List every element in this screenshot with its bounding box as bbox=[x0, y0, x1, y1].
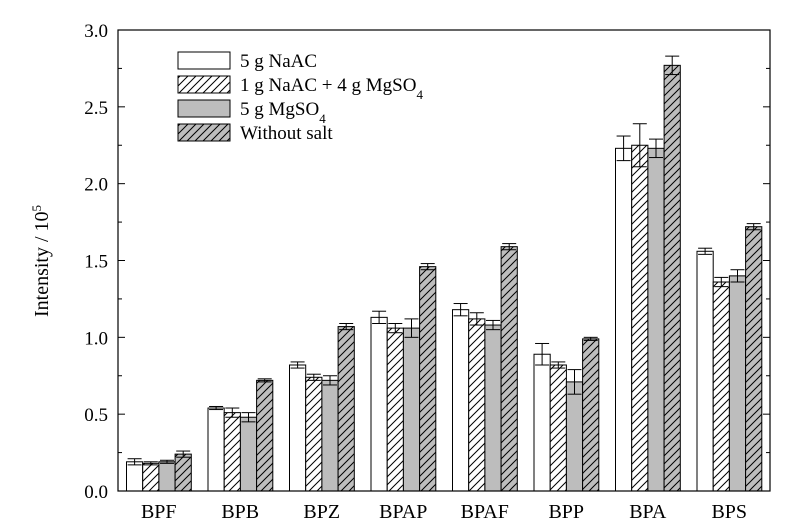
bar-bpap-series-1 bbox=[370, 316, 388, 492]
bar-hatch-bpf-series-2 bbox=[142, 463, 159, 491]
legend-swatch bbox=[177, 51, 231, 70]
x-category-label-bpp: BPP bbox=[548, 501, 584, 523]
error-bar-bpap-series-3 bbox=[404, 318, 419, 338]
legend-label: 1 g NaAC + 4 g MgSO4 bbox=[240, 75, 423, 102]
x-category-label-bpf: BPF bbox=[141, 501, 177, 523]
bar-bpf-series-3 bbox=[158, 461, 176, 492]
axes-layer: 0.0 0.5 1.0 1.5 2.0 2.5 3.0 BPF BPB BPZ BPAP BPAF BP… bbox=[84, 21, 771, 523]
y-axis-title: Intensity / 105 bbox=[29, 205, 54, 317]
y-tick-label: 2.0 bbox=[84, 175, 108, 196]
error-bar-bpaf-series-2 bbox=[469, 312, 484, 326]
bar-hatch-bpap-series-2 bbox=[387, 328, 404, 491]
bar-bpb-series-1 bbox=[207, 407, 225, 492]
error-bar-bpap-series-4 bbox=[420, 263, 435, 271]
error-bar-bpa-series-2 bbox=[632, 123, 647, 168]
y-tick-label: 1.0 bbox=[84, 328, 108, 349]
error-bar-bpz-series-1 bbox=[290, 361, 305, 369]
bar-bpaf-series-3 bbox=[484, 324, 502, 492]
y-tick-label: 1.5 bbox=[84, 252, 108, 273]
bar-bpp-series-1 bbox=[533, 353, 551, 492]
bars-layer bbox=[126, 55, 763, 492]
error-bar-bpp-series-2 bbox=[551, 361, 566, 369]
x-category-label-bpap: BPAP bbox=[379, 501, 427, 523]
x-category-label-bps: BPS bbox=[711, 501, 747, 523]
y-axis-title-superscript: 5 bbox=[29, 205, 44, 212]
bar-bps-series-1 bbox=[696, 250, 714, 492]
error-bar-bpf-series-4 bbox=[176, 450, 191, 458]
bar-hatch-bpaf-series-2 bbox=[468, 318, 485, 491]
bar-bpz-series-1 bbox=[289, 364, 307, 492]
error-bar-bpz-series-3 bbox=[323, 375, 337, 386]
bar-hatch-bpaf-series-4 bbox=[501, 246, 518, 491]
error-bar-bpz-series-2 bbox=[306, 373, 321, 381]
legend-item-1: 5 g NaAC bbox=[177, 51, 317, 72]
bar-bpaf-series-1 bbox=[452, 309, 470, 492]
error-bar-bpap-series-1 bbox=[372, 310, 387, 325]
x-category-label-bpaf: BPAF bbox=[461, 501, 509, 523]
error-bar-bpf-series-3 bbox=[160, 459, 174, 464]
error-bar-bps-series-4 bbox=[746, 223, 761, 231]
error-bar-bps-series-1 bbox=[698, 247, 713, 255]
bar-hatch-bpb-series-4 bbox=[256, 380, 273, 491]
bar-hatch-bpz-series-4 bbox=[338, 326, 355, 491]
legend-item-4: Without salt bbox=[177, 123, 333, 144]
y-axis-title-text: Intensity / 10 bbox=[31, 211, 53, 317]
y-tick-label: 2.5 bbox=[84, 98, 108, 119]
bar-bpb-series-3 bbox=[239, 416, 258, 492]
error-bar-bpa-series-1 bbox=[616, 135, 631, 162]
error-bar-bpaf-series-1 bbox=[453, 303, 468, 317]
error-bar-bpp-series-1 bbox=[535, 342, 550, 366]
error-bar-bps-series-3 bbox=[730, 269, 745, 283]
legend-label: Without salt bbox=[240, 123, 333, 144]
bar-hatch-bpap-series-4 bbox=[419, 266, 436, 491]
error-bar-bpp-series-4 bbox=[583, 336, 598, 341]
x-category-label-bpb: BPB bbox=[221, 501, 259, 523]
bar-hatch-bpp-series-2 bbox=[550, 364, 567, 491]
error-bar-bpf-series-1 bbox=[127, 458, 142, 466]
error-bar-bpz-series-4 bbox=[339, 323, 354, 331]
bar-bpp-series-3 bbox=[565, 381, 584, 492]
legend-swatch bbox=[177, 99, 231, 118]
bar-hatch-bpz-series-2 bbox=[305, 377, 322, 491]
error-bar-bpa-series-4 bbox=[665, 55, 680, 76]
error-bar-bpf-series-2 bbox=[143, 461, 158, 466]
bar-hatch-bpf-series-4 bbox=[175, 454, 192, 491]
error-bar-bpaf-series-4 bbox=[502, 243, 517, 251]
y-tick-label: 0.5 bbox=[84, 405, 108, 426]
bar-bpz-series-3 bbox=[321, 379, 339, 492]
bar-bps-series-3 bbox=[728, 275, 747, 492]
y-tick-label: 3.0 bbox=[84, 21, 108, 42]
legend-label: 5 g MgSO4 bbox=[240, 99, 326, 126]
bar-bpa-series-3 bbox=[647, 147, 665, 492]
bar-bpf-series-1 bbox=[126, 461, 144, 492]
bar-hatch-bpa-series-4 bbox=[664, 65, 681, 492]
error-bar-bpap-series-2 bbox=[388, 323, 403, 334]
error-bar-bpa-series-3 bbox=[649, 138, 663, 159]
bar-bpap-series-3 bbox=[402, 327, 421, 492]
legend-label: 5 g NaAC bbox=[240, 51, 317, 72]
error-bar-bpaf-series-3 bbox=[486, 319, 500, 331]
legend-swatch-hatch bbox=[178, 124, 230, 141]
bar-bpa-series-1 bbox=[615, 147, 633, 492]
bar-hatch-bps-series-2 bbox=[713, 282, 730, 491]
error-bar-bpb-series-2 bbox=[225, 407, 240, 418]
bar-hatch-bpp-series-4 bbox=[582, 338, 599, 491]
bar-hatch-bps-series-4 bbox=[745, 226, 762, 491]
bar-hatch-bpa-series-2 bbox=[631, 145, 648, 491]
error-bar-bps-series-2 bbox=[714, 276, 729, 288]
error-bar-bpb-series-1 bbox=[209, 405, 224, 411]
x-category-label-bpz: BPZ bbox=[303, 501, 340, 523]
error-bar-bpp-series-3 bbox=[567, 369, 582, 395]
legend-swatch-hatch bbox=[178, 76, 230, 93]
legend-item-3: 5 g MgSO4 bbox=[177, 99, 326, 126]
bar-hatch-bpb-series-2 bbox=[224, 412, 241, 491]
error-bar-bpb-series-3 bbox=[241, 412, 256, 423]
y-tick-label: 0.0 bbox=[84, 482, 108, 503]
error-bar-bpb-series-4 bbox=[257, 378, 272, 383]
x-category-label-bpa: BPA bbox=[629, 501, 667, 523]
legend-item-2: 1 g NaAC + 4 g MgSO4 bbox=[177, 75, 423, 102]
